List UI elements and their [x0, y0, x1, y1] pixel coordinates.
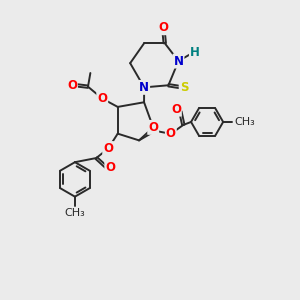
Text: O: O	[171, 103, 181, 116]
Text: CH₃: CH₃	[64, 208, 85, 218]
Text: O: O	[97, 92, 107, 105]
Text: O: O	[103, 142, 113, 155]
Text: O: O	[105, 161, 115, 174]
Text: S: S	[180, 81, 188, 94]
Text: CH₃: CH₃	[234, 117, 255, 127]
Text: O: O	[67, 79, 77, 92]
Text: O: O	[158, 21, 168, 34]
Text: O: O	[166, 127, 176, 140]
Text: N: N	[173, 55, 184, 68]
Text: H: H	[190, 46, 200, 59]
Text: O: O	[148, 121, 158, 134]
Text: N: N	[139, 81, 149, 94]
